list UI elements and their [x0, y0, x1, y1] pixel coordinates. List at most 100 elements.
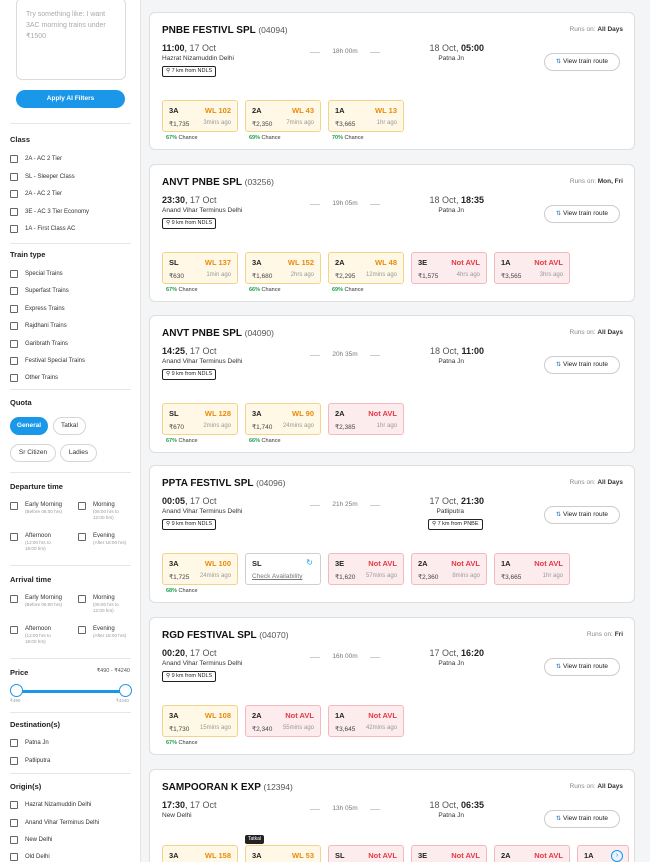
class-availability-card[interactable]: 2A Not AVL ₹2,385 1hr ago [328, 403, 404, 435]
class-availability-card[interactable]: 3E Not AVL [411, 845, 487, 862]
class-availability-card[interactable]: 3A WL 90 ₹1,740 24mins ago [245, 403, 321, 435]
checkbox[interactable] [10, 374, 18, 382]
time-slot-option[interactable]: Afternoon (12:00 hrs to 18:00 hrs) [10, 625, 63, 645]
checkbox[interactable] [10, 208, 18, 216]
quota-chip[interactable]: Ladies [60, 444, 97, 462]
checkbox[interactable] [10, 757, 18, 765]
time-slot-option[interactable]: Evening (After 18:00 hrs) [78, 625, 131, 639]
time-slot-option[interactable]: Evening (After 18:00 hrs) [78, 532, 131, 546]
origin-distance: 9 km from NDLS [171, 220, 213, 226]
train-type-option[interactable]: Festival Special Trains [10, 357, 85, 365]
last-updated: 24mins ago [199, 573, 231, 579]
class-availability-card[interactable]: SL Not AVL [328, 845, 404, 862]
class-availability-card[interactable]: 3A WL 100 ₹1,725 24mins ago [162, 553, 238, 585]
class-option[interactable]: 2A - AC 2 Tier [10, 190, 62, 198]
train-type-option[interactable]: Superfast Trains [10, 287, 69, 295]
class-availability-card[interactable]: SL ↻ Check Availability [245, 553, 321, 585]
class-availability-card[interactable]: 2A Not AVL [494, 845, 570, 862]
view-train-route-button[interactable]: ⇅ View train route [544, 205, 620, 223]
time-slot-option[interactable]: Early Morning (Before 06:00 hrs) [10, 501, 63, 515]
checkbox[interactable] [10, 533, 18, 541]
departure-date: 17 Oct [190, 800, 217, 810]
ai-filter-input[interactable]: Try something like: I want 3AC morning t… [16, 0, 126, 80]
checkbox[interactable] [10, 502, 18, 510]
checkbox[interactable] [10, 357, 18, 365]
scroll-right-icon[interactable]: › [611, 850, 623, 862]
arrival-date: 18 Oct [429, 195, 456, 205]
checkbox[interactable] [10, 322, 18, 330]
class-availability-card[interactable]: 3A WL 102 ₹1,735 3mins ago [162, 100, 238, 132]
class-option[interactable]: 3E - AC 3 Tier Economy [10, 208, 89, 216]
train-type-option[interactable]: Rajdhani Trains [10, 322, 67, 330]
class-availability-card[interactable]: SL WL 128 ₹670 2mins ago [162, 403, 238, 435]
origin-option[interactable]: Old Delhi [10, 853, 50, 861]
origin-option[interactable]: Anand Vihar Terminus Delhi [10, 819, 99, 827]
checkbox[interactable] [10, 595, 18, 603]
time-slot-option[interactable]: Early Morning (Before 06:00 hrs) [10, 594, 63, 608]
train-type-option[interactable]: Special Trains [10, 270, 63, 278]
class-availability-card[interactable]: 1A Not AVL ₹3,645 42mins ago [328, 705, 404, 737]
checkbox[interactable] [10, 287, 18, 295]
price-slider-min-handle[interactable] [10, 684, 23, 697]
class-availability-card[interactable]: 2A WL 43 ₹2,350 7mins ago [245, 100, 321, 132]
class-availability-card[interactable]: 1A Not AVL ₹3,665 1hr ago [494, 553, 570, 585]
checkbox[interactable] [78, 626, 86, 634]
origin-option[interactable]: Hazrat Nizamuddin Delhi [10, 801, 91, 809]
destination-option[interactable]: Patna Jn [10, 739, 49, 747]
destination-option[interactable]: Patliputra [10, 757, 50, 765]
checkbox[interactable] [10, 225, 18, 233]
checkbox[interactable] [10, 836, 18, 844]
checkbox[interactable] [10, 801, 18, 809]
quota-chip[interactable]: Sr Citizen [10, 444, 56, 462]
checkbox[interactable] [78, 595, 86, 603]
view-train-route-button[interactable]: ⇅ View train route [544, 810, 620, 828]
class-option[interactable]: 2A - AC 2 Tier [10, 155, 62, 163]
class-availability-card[interactable]: 1A WL 13 ₹3,665 1hr ago [328, 100, 404, 132]
class-availability-card[interactable]: 3A WL 108 ₹1,730 15mins ago [162, 705, 238, 737]
checkbox[interactable] [10, 155, 18, 163]
runs-on-label: Runs on: [569, 479, 596, 486]
view-train-route-button[interactable]: ⇅ View train route [544, 506, 620, 524]
class-availability-card[interactable]: 2A Not AVL ₹2,360 8mins ago [411, 553, 487, 585]
view-train-route-button[interactable]: ⇅ View train route [544, 658, 620, 676]
time-slot-name: Evening [93, 533, 115, 539]
checkbox[interactable] [10, 739, 18, 747]
price-slider-track[interactable] [16, 690, 126, 693]
train-type-option[interactable]: Garibrath Trains [10, 340, 68, 348]
checkbox[interactable] [10, 626, 18, 634]
apply-ai-filters-button[interactable]: Apply AI Filters [16, 90, 125, 108]
class-option[interactable]: SL - Sleeper Class [10, 173, 75, 181]
checkbox[interactable] [10, 853, 18, 861]
checkbox[interactable] [10, 190, 18, 198]
class-availability-card[interactable]: 3A WL 158 [162, 845, 238, 862]
origin-option[interactable]: New Delhi [10, 836, 52, 844]
checkbox[interactable] [10, 819, 18, 827]
train-type-option[interactable]: Other Trains [10, 374, 58, 382]
class-option[interactable]: 1A - First Class AC [10, 225, 75, 233]
class-availability-card[interactable]: 3E Not AVL ₹1,575 4hrs ago [411, 252, 487, 284]
train-type-option[interactable]: Express Trains [10, 305, 65, 313]
view-train-route-button[interactable]: ⇅ View train route [544, 53, 620, 71]
class-availability-card[interactable]: 2A Not AVL ₹2,340 55mins ago [245, 705, 321, 737]
quota-chip[interactable]: General [10, 417, 48, 435]
time-slot-option[interactable]: Morning (06:00 hrs to 12:00 hrs) [78, 501, 131, 521]
class-availability-card[interactable]: 2A WL 48 ₹2,295 12mins ago [328, 252, 404, 284]
time-slot-option[interactable]: Morning (06:00 hrs to 12:00 hrs) [78, 594, 131, 614]
check-availability-link[interactable]: Check Availability [252, 573, 303, 580]
class-availability-card[interactable]: 3E Not AVL ₹1,620 57mins ago [328, 553, 404, 585]
quota-chip[interactable]: Tatkal [53, 417, 86, 435]
checkbox[interactable] [10, 340, 18, 348]
class-availability-card[interactable]: 3A WL 53 [245, 845, 321, 862]
class-availability-card[interactable]: SL WL 137 ₹630 1min ago [162, 252, 238, 284]
time-slot-option[interactable]: Afternoon (12:00 hrs to 18:00 hrs) [10, 532, 63, 552]
checkbox[interactable] [10, 305, 18, 313]
price-slider-max-handle[interactable] [119, 684, 132, 697]
checkbox[interactable] [10, 270, 18, 278]
refresh-icon[interactable]: ↻ [306, 558, 313, 567]
checkbox[interactable] [78, 533, 86, 541]
view-train-route-button[interactable]: ⇅ View train route [544, 356, 620, 374]
class-availability-card[interactable]: 1A Not AVL ₹3,565 3hrs ago [494, 252, 570, 284]
class-availability-card[interactable]: 3A WL 152 ₹1,680 2hrs ago [245, 252, 321, 284]
checkbox[interactable] [10, 173, 18, 181]
checkbox[interactable] [78, 502, 86, 510]
